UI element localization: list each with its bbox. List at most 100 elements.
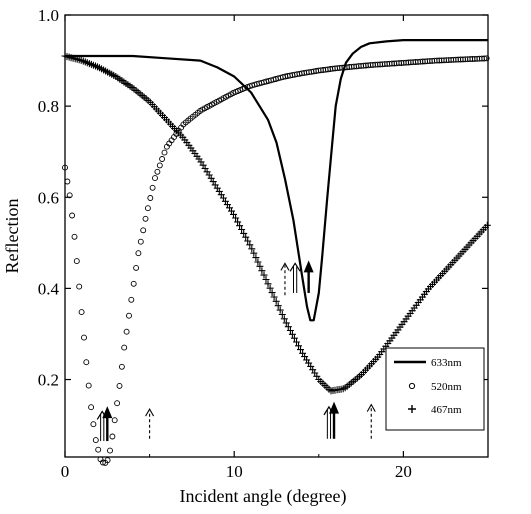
- data-point-520nm: [114, 400, 121, 407]
- data-point-520nm: [99, 459, 106, 466]
- data-point-520nm: [137, 238, 144, 245]
- data-point-467nm: [234, 218, 242, 226]
- data-point-520nm: [81, 334, 87, 341]
- data-point-520nm: [161, 149, 168, 156]
- data-point-520nm: [154, 168, 161, 175]
- data-point-467nm: [286, 327, 294, 334]
- data-point-467nm: [262, 276, 270, 283]
- data-point-520nm: [95, 446, 102, 453]
- data-point-520nm: [78, 309, 85, 316]
- data-point-467nm: [280, 315, 288, 323]
- legend-467nm-swatch: [408, 405, 416, 413]
- data-point-467nm: [282, 319, 290, 327]
- data-point-520nm: [85, 382, 92, 389]
- data-point-467nm: [284, 323, 292, 331]
- data-point-520nm: [116, 382, 123, 389]
- annotation-layer: [96, 260, 376, 442]
- data-point-520nm: [64, 178, 71, 185]
- data-point-520nm: [144, 205, 151, 212]
- x-tick-label: 20: [395, 462, 412, 481]
- data-point-467nm: [290, 334, 298, 342]
- data-point-467nm: [246, 241, 254, 249]
- data-point-467nm: [266, 284, 274, 292]
- data-point-467nm: [260, 271, 268, 279]
- data-point-520nm: [109, 433, 116, 440]
- data-point-467nm: [293, 338, 300, 346]
- data-point-467nm: [238, 226, 246, 233]
- data-point-467nm: [270, 293, 278, 301]
- data-point-520nm: [128, 296, 135, 303]
- data-point-467nm: [250, 249, 258, 257]
- data-point-467nm: [268, 289, 276, 297]
- solid-arrow-head: [303, 260, 314, 273]
- dashed-arrow-head: [280, 262, 290, 271]
- double-arrow-head: [323, 405, 335, 416]
- plot-frame: [64, 14, 489, 458]
- data-point-520nm: [142, 215, 149, 222]
- data-point-520nm: [133, 264, 140, 271]
- data-point-467nm: [236, 222, 244, 230]
- dashed-arrow-head: [145, 408, 155, 417]
- data-point-520nm: [121, 344, 128, 351]
- data-point-520nm: [111, 417, 118, 424]
- data-point-520nm: [149, 184, 156, 191]
- data-point-520nm: [76, 283, 83, 290]
- double-arrow-head: [96, 410, 108, 420]
- data-point-520nm: [62, 164, 68, 171]
- series-633nm: [65, 38, 488, 322]
- y-tick-label: 0.2: [38, 371, 59, 390]
- series-layer: [61, 38, 491, 466]
- data-point-520nm: [123, 328, 130, 335]
- x-tick-label: 10: [226, 462, 243, 481]
- legend-633nm-label: 633nm: [431, 357, 462, 369]
- legend-520nm-label: 520nm: [431, 381, 462, 393]
- data-point-520nm: [135, 250, 142, 257]
- data-point-467nm: [242, 233, 250, 241]
- data-point-520nm: [69, 212, 76, 219]
- data-point-467nm: [258, 267, 266, 275]
- data-point-467nm: [230, 210, 237, 218]
- series-520nm: [62, 55, 490, 466]
- data-point-520nm: [130, 280, 137, 287]
- data-point-520nm: [159, 156, 166, 162]
- plot-area: [64, 14, 489, 458]
- data-point-467nm: [252, 254, 260, 262]
- data-point-520nm: [118, 363, 125, 370]
- data-point-467nm: [276, 306, 284, 314]
- data-point-520nm: [147, 195, 154, 201]
- data-point-467nm: [278, 311, 286, 318]
- data-point-520nm: [83, 359, 90, 366]
- data-point-467nm: [254, 258, 262, 266]
- data-point-467nm: [248, 245, 256, 253]
- data-point-467nm: [274, 302, 282, 310]
- data-point-467nm: [232, 214, 240, 222]
- data-point-467nm: [288, 330, 296, 338]
- data-point-467nm: [264, 280, 272, 288]
- data-point-520nm: [104, 457, 111, 464]
- data-point-467nm: [272, 297, 280, 305]
- data-point-520nm: [483, 55, 490, 62]
- data-point-467nm: [256, 262, 264, 270]
- data-point-520nm: [88, 404, 95, 411]
- data-point-467nm: [483, 221, 491, 229]
- series-467nm: [61, 52, 491, 395]
- x-tick-label: 0: [61, 462, 70, 481]
- data-point-467nm: [295, 342, 302, 350]
- data-point-520nm: [71, 233, 78, 240]
- dashed-arrow-head: [366, 403, 376, 412]
- series-line-633nm: [65, 38, 488, 322]
- data-point-520nm: [92, 437, 99, 444]
- axis-ticks: 0 10 20 0.2 0.4 0.6 0.8 1.0: [38, 6, 489, 481]
- data-point-520nm: [66, 192, 73, 199]
- y-tick-label: 0.8: [38, 97, 59, 116]
- legend-520nm-swatch: [408, 382, 416, 390]
- data-point-520nm: [90, 421, 97, 428]
- legend-467nm-label: 467nm: [431, 404, 462, 416]
- double-arrow-head: [289, 262, 301, 272]
- data-point-520nm: [140, 227, 147, 234]
- data-point-520nm: [107, 447, 113, 454]
- x-axis-title: Incident angle (degree): [180, 486, 347, 507]
- data-point-467nm: [297, 346, 304, 354]
- y-axis-title: Reflection: [2, 199, 22, 274]
